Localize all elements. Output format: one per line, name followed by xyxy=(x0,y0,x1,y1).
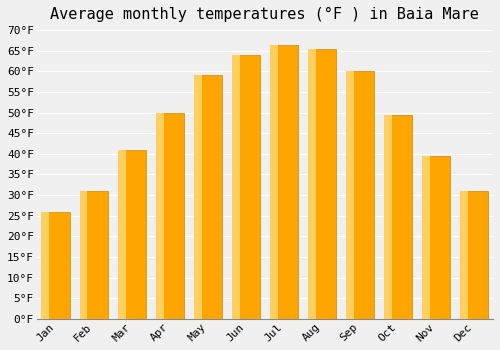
Bar xyxy=(232,55,239,319)
Bar xyxy=(422,156,430,319)
Bar xyxy=(270,44,298,319)
Bar xyxy=(42,212,50,319)
Bar xyxy=(156,113,184,319)
Bar xyxy=(270,44,278,319)
Bar xyxy=(194,76,202,319)
Bar xyxy=(460,191,488,319)
Bar xyxy=(156,113,164,319)
Bar xyxy=(384,115,412,319)
Bar xyxy=(118,150,146,319)
Bar xyxy=(308,49,316,319)
Bar xyxy=(346,71,354,319)
Bar xyxy=(460,191,468,319)
Bar xyxy=(42,212,70,319)
Bar xyxy=(384,115,392,319)
Bar xyxy=(80,191,88,319)
Bar xyxy=(118,150,126,319)
Bar xyxy=(194,76,222,319)
Bar xyxy=(346,71,374,319)
Bar xyxy=(422,156,450,319)
Bar xyxy=(308,49,336,319)
Bar xyxy=(232,55,260,319)
Title: Average monthly temperatures (°F ) in Baia Mare: Average monthly temperatures (°F ) in Ba… xyxy=(50,7,480,22)
Bar xyxy=(80,191,108,319)
